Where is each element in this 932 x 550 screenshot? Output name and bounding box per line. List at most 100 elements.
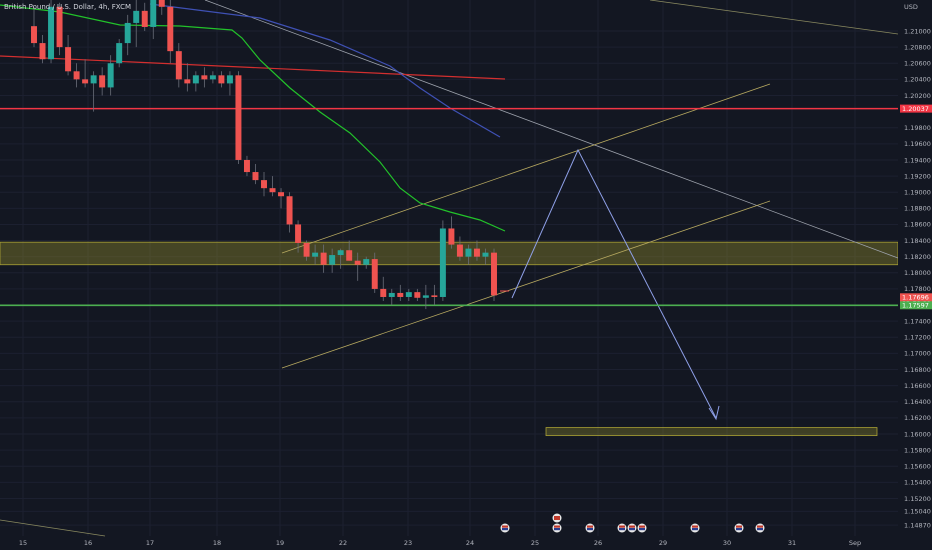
candle	[278, 188, 285, 209]
candle-body	[218, 75, 225, 84]
candle	[116, 39, 123, 68]
ma-red-line	[0, 55, 506, 80]
event-flag-stripe	[502, 525, 508, 528]
event-flag-stripe	[619, 525, 625, 528]
candle	[31, 6, 37, 48]
candle-body	[329, 255, 336, 265]
price-tick-label: 1.19400	[904, 156, 931, 164]
candle	[380, 276, 387, 302]
candle	[337, 248, 344, 269]
candle	[329, 248, 336, 273]
candle-body	[133, 10, 140, 23]
candle	[252, 163, 259, 185]
candle	[192, 71, 199, 92]
channel-upper-line	[281, 83, 771, 254]
candle	[141, 2, 148, 31]
candle-body	[167, 6, 174, 52]
symbol-legend[interactable]: British Pound / U.S. Dollar, 4h, FXCM	[4, 3, 132, 11]
price-tick-label: 1.20600	[904, 60, 931, 68]
candle-body	[150, 0, 157, 27]
event-flag-stripe	[639, 525, 645, 528]
candle-body	[371, 259, 378, 289]
current-price-tag: 1.17696	[902, 294, 929, 302]
candle-body	[175, 51, 182, 80]
candle-body	[158, 0, 165, 7]
candle-body	[261, 180, 267, 189]
candle	[107, 55, 114, 96]
event-flag-stripe	[639, 528, 645, 531]
candle	[261, 172, 267, 197]
candle-body	[252, 172, 259, 181]
candle-body	[337, 250, 344, 256]
price-tick-label: 1.16800	[904, 366, 931, 374]
candle-body	[269, 188, 276, 193]
event-flag-icon	[500, 523, 510, 533]
candle	[48, 0, 55, 64]
price-tick-label: 1.19000	[904, 189, 931, 197]
candle-body	[141, 10, 148, 27]
candle-body	[422, 295, 429, 298]
candle	[175, 43, 182, 88]
candle-body	[116, 43, 123, 64]
candle-body	[99, 75, 106, 88]
event-flag-stripe	[757, 528, 763, 531]
candle-body	[397, 292, 404, 297]
candle	[473, 240, 480, 261]
candle	[99, 67, 106, 96]
candle	[491, 248, 497, 302]
candle-body	[465, 248, 472, 257]
candle-body	[491, 252, 497, 296]
event-flag-stripe	[692, 525, 698, 528]
event-flag-icon	[637, 523, 647, 533]
candle-body	[73, 71, 80, 80]
candle	[405, 288, 412, 302]
price-tick-label: 1.15400	[904, 479, 931, 487]
event-flag-stripe	[736, 528, 742, 531]
event-flag-icon	[552, 513, 562, 523]
event-flag-stripe	[736, 525, 742, 528]
candle	[414, 288, 421, 302]
candle-body	[39, 43, 46, 60]
candle-body	[48, 6, 55, 60]
time-tick-label: 22	[339, 539, 347, 547]
candle-body	[209, 75, 216, 80]
event-flag-stripe	[619, 528, 625, 531]
time-tick-label: 30	[723, 539, 731, 547]
candle-body	[473, 248, 480, 257]
horizontal-gridlines	[0, 30, 898, 526]
candle	[56, 2, 63, 56]
price-tick-label: 1.20400	[904, 76, 931, 84]
price-tick-label: 1.18400	[904, 237, 931, 245]
event-flag-stripe	[587, 528, 593, 531]
price-tick-label: 1.16600	[904, 382, 931, 390]
candle-body	[363, 259, 370, 265]
candle	[269, 176, 276, 197]
event-flag-icon	[552, 523, 562, 533]
price-axis-background	[898, 0, 932, 550]
resistance-price-tag: 1.20037	[902, 105, 929, 113]
candle	[439, 220, 446, 302]
candle	[388, 288, 395, 306]
candle	[422, 284, 429, 310]
candle-body	[320, 252, 327, 265]
price-tick-label: 1.19200	[904, 172, 931, 180]
candles	[31, 0, 497, 310]
drawings	[0, 0, 899, 537]
descending-trendline	[204, 0, 899, 259]
time-tick-label: 15	[19, 539, 27, 547]
currency-label: USD	[904, 3, 918, 11]
candle	[312, 244, 319, 265]
candle-body	[56, 6, 63, 48]
candle-body	[482, 252, 489, 257]
candle	[209, 71, 216, 84]
price-tick-label: 1.18800	[904, 205, 931, 213]
candle-body	[235, 75, 242, 160]
price-tick-label: 1.18200	[904, 253, 931, 261]
price-tick-label: 1.17800	[904, 285, 931, 293]
candle-body	[107, 63, 114, 88]
lower-left-line	[0, 519, 106, 537]
vertical-gridlines	[22, 0, 856, 536]
